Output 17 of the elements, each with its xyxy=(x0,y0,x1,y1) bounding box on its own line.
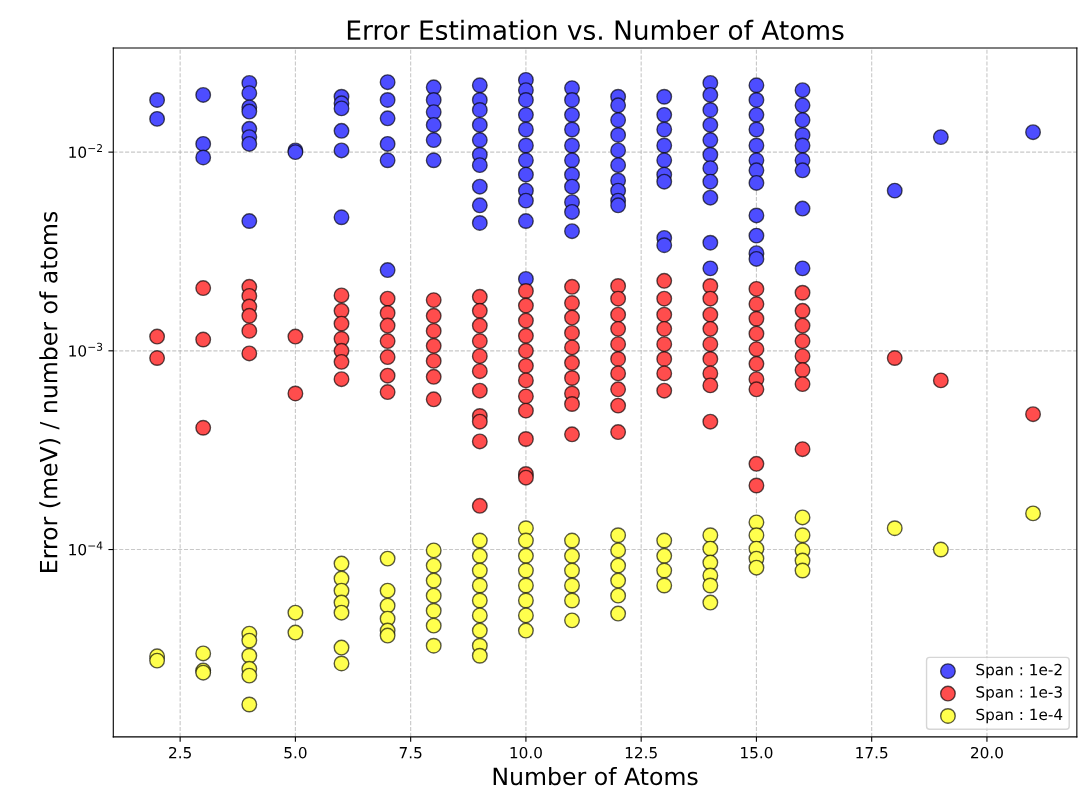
x-tick-label: 17.5 xyxy=(856,747,888,759)
x-tick-label: 2.5 xyxy=(169,746,191,759)
x-tick-label: 7.5 xyxy=(399,747,422,759)
x-tick-label: 20.0 xyxy=(971,746,1003,759)
x-tick-label: 12.5 xyxy=(625,746,657,759)
chart-title: Error Estimation vs. Number of Atoms xyxy=(347,19,844,41)
legend-label: Span : 1e-2 xyxy=(976,663,1062,679)
x-axis-title: Number of Atoms xyxy=(493,766,698,786)
x-tick-label: 10.0 xyxy=(510,746,542,759)
y-tick-label: 10$^{−4}$ xyxy=(69,541,103,556)
y-tick-label: 10$^{−2}$ xyxy=(69,144,102,159)
x-tick-label: 15.0 xyxy=(741,746,773,759)
legend-label: Span : 1e-3 xyxy=(976,686,1062,701)
x-tick-label: 5.0 xyxy=(284,746,307,759)
y-tick-label: 10$^{−3}$ xyxy=(69,342,103,357)
legend-label: Span : 1e-4 xyxy=(976,708,1063,724)
y-axis-title: Error (meV) / number of atoms xyxy=(39,211,61,572)
